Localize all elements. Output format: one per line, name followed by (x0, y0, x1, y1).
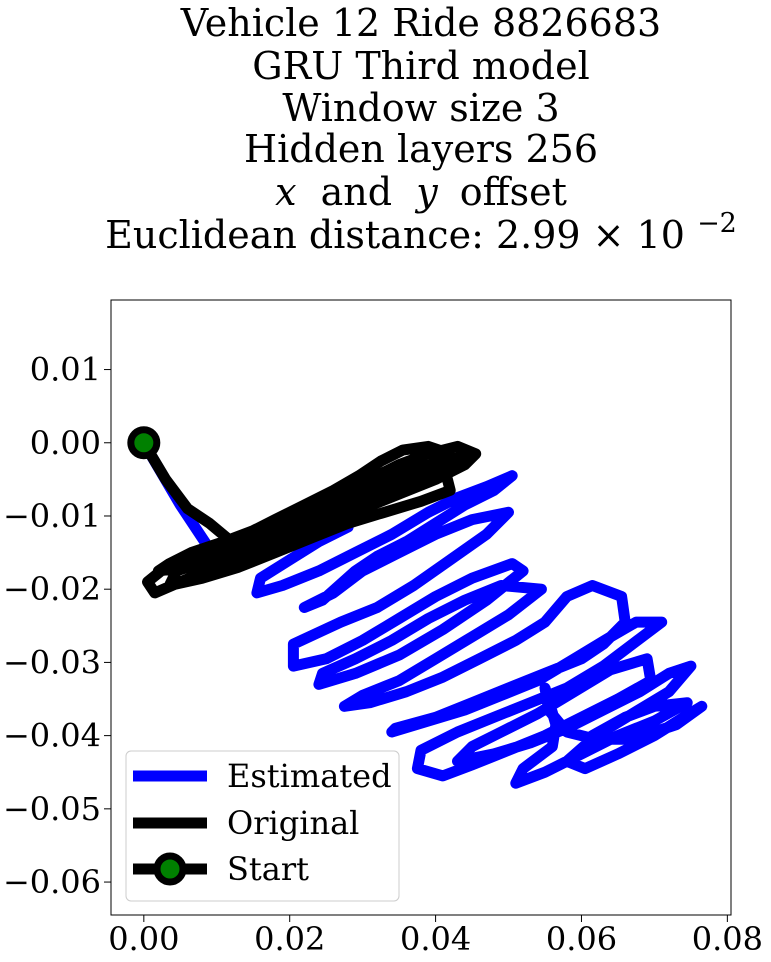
x-tick-label: 0.00 (108, 920, 179, 958)
title-times: × (593, 213, 625, 257)
title-line-5: x and y offset (275, 170, 567, 214)
x-axis: 0.00 0.02 0.04 0.06 0.08 (108, 915, 763, 958)
y-tick-label: 0.00 (30, 424, 101, 462)
y-tick-label: −0.02 (3, 570, 101, 608)
legend-label-original: Original (227, 804, 359, 842)
title-line-3: Window size 3 (282, 86, 559, 130)
y-tick-label: −0.03 (3, 643, 101, 681)
y-axis: 0.01 0.00 −0.01 −0.02 −0.03 −0.04 −0.05 −0.06 (3, 351, 111, 901)
y-tick-label: −0.06 (3, 863, 101, 901)
title-x-symbol: x (275, 170, 296, 214)
y-tick-label: 0.01 (30, 351, 101, 389)
legend-start-marker (153, 852, 187, 886)
title-line-1: Vehicle 12 Ride 8826683 (180, 1, 661, 45)
chart-title: Vehicle 12 Ride 8826683 GRU Third model … (105, 1, 737, 257)
y-tick-label: −0.01 (3, 497, 101, 535)
title-y-symbol: y (414, 170, 438, 214)
title-line-2: GRU Third model (252, 44, 590, 88)
plot-frame (110, 299, 732, 916)
start-marker (127, 426, 161, 460)
title-distance-prefix: Euclidean distance: 2.99 (105, 213, 580, 257)
title-line-6: Euclidean distance: 2.99 × 10 −2 (105, 208, 737, 257)
series-line-estimated (138, 437, 708, 789)
title-and-word: and (321, 170, 392, 214)
x-tick-label: 0.08 (692, 920, 763, 958)
x-tick-label: 0.06 (546, 920, 617, 958)
x-tick-label: 0.02 (254, 920, 325, 958)
legend-label-start: Start (227, 850, 309, 888)
series-line-original (138, 437, 482, 599)
title-exponent: −2 (697, 208, 737, 239)
x-tick-label: 0.04 (400, 920, 471, 958)
y-tick-label: −0.04 (3, 717, 101, 755)
title-base: 10 (637, 213, 685, 257)
title-offset-word: offset (460, 170, 567, 214)
legend: Estimated Original Start (125, 750, 400, 902)
y-tick-label: −0.05 (3, 790, 101, 828)
series-layer (127, 426, 708, 789)
title-line-4: Hidden layers 256 (244, 127, 598, 171)
legend-label-estimated: Estimated (227, 757, 392, 795)
